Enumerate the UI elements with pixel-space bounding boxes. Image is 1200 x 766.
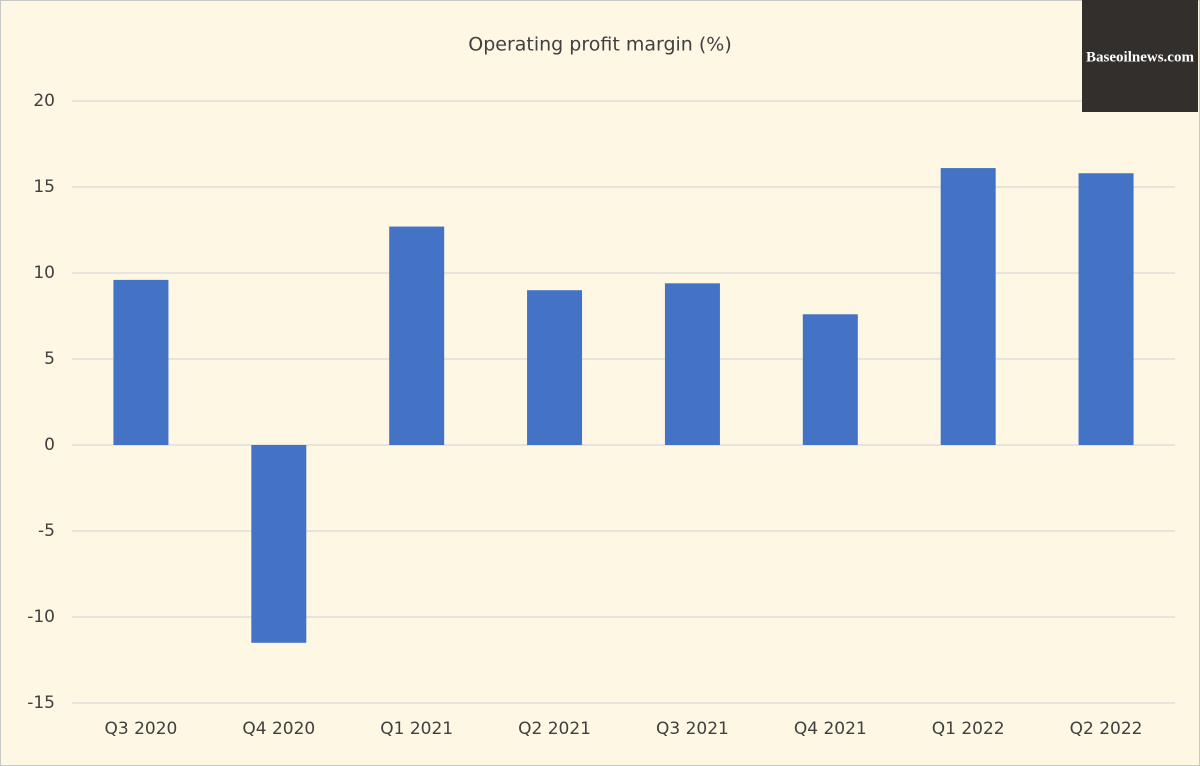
x-tick-label: Q3 2021 [656, 719, 729, 739]
y-tick-label: -15 [27, 693, 55, 713]
y-tick-label: -10 [27, 607, 55, 627]
bar [251, 445, 307, 643]
bar [802, 314, 858, 445]
bar [389, 226, 445, 445]
y-tick-label: 5 [44, 349, 55, 369]
watermark: Baseoilnews.com [1086, 49, 1194, 65]
x-tick-label: Q1 2021 [380, 719, 453, 739]
watermark-box [1082, 0, 1198, 112]
x-tick-label: Q2 2021 [518, 719, 591, 739]
x-tick-label: Q4 2021 [794, 719, 867, 739]
chart-title: Operating profit margin (%) [468, 34, 732, 56]
y-tick-label: 20 [33, 91, 55, 111]
x-tick-label: Q2 2022 [1070, 719, 1143, 739]
y-tick-label: 10 [33, 263, 55, 283]
bar [527, 290, 583, 445]
x-tick-label: Q4 2020 [242, 719, 315, 739]
bar [113, 279, 169, 445]
y-tick-label: -5 [38, 521, 55, 541]
bar [664, 283, 720, 445]
bar [940, 168, 996, 445]
y-tick-label: 15 [33, 177, 55, 197]
x-tick-label: Q1 2022 [932, 719, 1005, 739]
x-tick-label: Q3 2020 [105, 719, 178, 739]
bar [1078, 173, 1134, 446]
y-tick-label: 0 [44, 435, 55, 455]
